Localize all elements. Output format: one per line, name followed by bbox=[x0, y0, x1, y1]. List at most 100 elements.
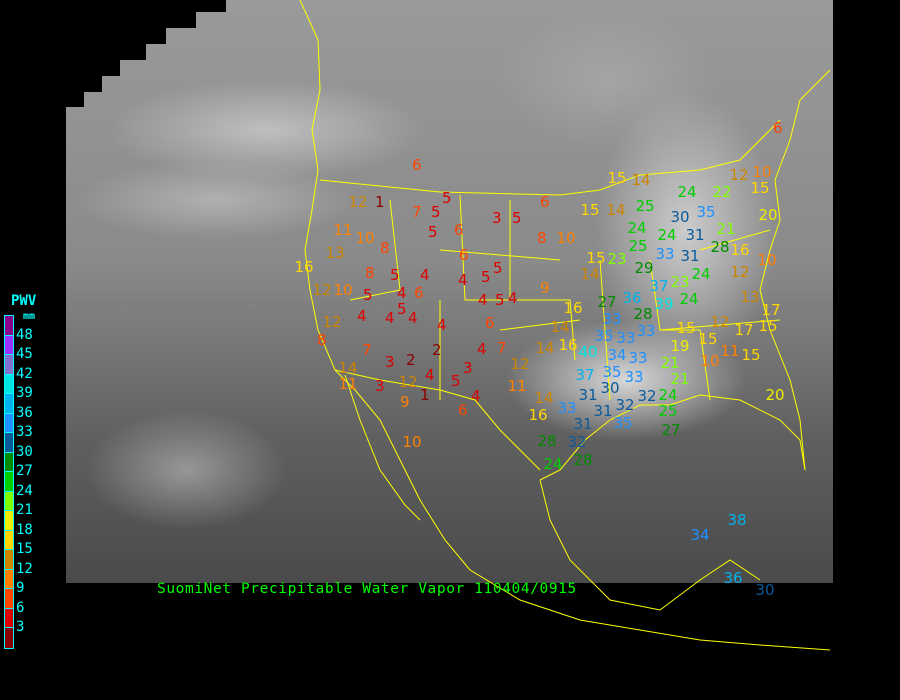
legend-swatch bbox=[5, 530, 13, 550]
station-pwv-value: 6 bbox=[459, 245, 469, 264]
station-pwv-value: 10 bbox=[700, 351, 720, 370]
legend-unit: mm bbox=[23, 311, 36, 322]
station-pwv-value: 12 bbox=[730, 262, 750, 281]
station-pwv-value: 15 bbox=[750, 178, 770, 197]
station-pwv-value: 15 bbox=[676, 318, 696, 337]
station-pwv-value: 12 bbox=[729, 165, 749, 184]
station-pwv-value: 30 bbox=[755, 580, 775, 599]
station-pwv-value: 24 bbox=[679, 289, 699, 308]
station-pwv-value: 36 bbox=[622, 288, 642, 307]
station-pwv-value: 5 bbox=[512, 208, 522, 227]
state-lines bbox=[349, 194, 781, 401]
legend-tick-label: 39 bbox=[16, 385, 33, 401]
station-pwv-value: 5 bbox=[431, 202, 441, 221]
station-pwv-value: 1 bbox=[420, 385, 430, 404]
map-title: SuomiNet Precipitable Water Vapor 110404… bbox=[157, 581, 577, 597]
station-pwv-value: 23 bbox=[607, 249, 627, 268]
station-pwv-value: 24 bbox=[543, 454, 563, 473]
satellite-image bbox=[66, 0, 833, 583]
station-pwv-value: 5 bbox=[451, 371, 461, 390]
station-pwv-value: 10 bbox=[757, 250, 777, 269]
station-pwv-value: 5 bbox=[493, 258, 503, 277]
legend-swatch bbox=[5, 452, 13, 472]
station-pwv-value: 5 bbox=[428, 222, 438, 241]
station-pwv-value: 5 bbox=[495, 290, 505, 309]
station-pwv-value: 8 bbox=[317, 330, 327, 349]
legend-swatch bbox=[5, 491, 13, 511]
station-pwv-value: 14 bbox=[580, 264, 600, 283]
legend-tick-label: 3 bbox=[16, 619, 25, 635]
station-pwv-value: 24 bbox=[691, 264, 711, 283]
station-pwv-value: 3 bbox=[375, 376, 385, 395]
station-pwv-value: 16 bbox=[528, 405, 548, 424]
station-pwv-value: 9 bbox=[400, 392, 410, 411]
station-pwv-value: 4 bbox=[478, 290, 488, 309]
station-pwv-value: 4 bbox=[477, 339, 487, 358]
station-pwv-value: 28 bbox=[537, 431, 557, 450]
legend-tick-label: 15 bbox=[16, 541, 33, 557]
station-pwv-value: 25 bbox=[628, 236, 648, 255]
station-pwv-value: 21 bbox=[716, 219, 736, 238]
station-pwv-value: 29 bbox=[634, 258, 654, 277]
station-pwv-value: 16 bbox=[730, 240, 750, 259]
station-pwv-value: 8 bbox=[537, 228, 547, 247]
legend-title: PWV bbox=[11, 293, 37, 309]
station-pwv-value: 5 bbox=[390, 265, 400, 284]
station-pwv-value: 17 bbox=[761, 300, 781, 319]
station-pwv-value: 5 bbox=[481, 267, 491, 286]
station-pwv-value: 24 bbox=[677, 182, 697, 201]
station-pwv-value: 32 bbox=[615, 395, 635, 414]
station-pwv-value: 4 bbox=[425, 365, 435, 384]
station-pwv-value: 10 bbox=[402, 432, 422, 451]
station-pwv-value: 31 bbox=[685, 225, 705, 244]
legend-swatch bbox=[5, 355, 13, 375]
station-pwv-value: 15 bbox=[741, 345, 761, 364]
station-pwv-value: 5 bbox=[397, 299, 407, 318]
station-pwv-value: 35 bbox=[594, 326, 614, 345]
legend-swatch bbox=[5, 550, 13, 570]
station-pwv-value: 6 bbox=[414, 283, 424, 302]
station-pwv-value: 14 bbox=[338, 358, 358, 377]
baja-coast bbox=[344, 374, 421, 521]
station-pwv-value: 10 bbox=[355, 228, 375, 247]
station-pwv-value: 25 bbox=[635, 196, 655, 215]
legend-tick-label: 48 bbox=[16, 326, 33, 343]
legend-color-bar bbox=[4, 315, 14, 649]
station-pwv-value: 35 bbox=[602, 362, 622, 381]
legend-swatch bbox=[5, 316, 13, 336]
station-pwv-value: 15 bbox=[607, 168, 627, 187]
us-mexico-border bbox=[334, 369, 541, 471]
station-pwv-value: 35 bbox=[613, 413, 633, 432]
station-pwv-value: 28 bbox=[710, 237, 730, 256]
station-pwv-value: 4 bbox=[508, 288, 518, 307]
station-pwv-value: 17 bbox=[734, 320, 754, 339]
station-pwv-value: 16 bbox=[558, 335, 578, 354]
station-pwv-value: 33 bbox=[655, 244, 675, 263]
station-pwv-value: 4 bbox=[437, 315, 447, 334]
station-pwv-value: 24 bbox=[627, 218, 647, 237]
gulf-coast bbox=[539, 394, 806, 481]
legend-tick-label: 42 bbox=[16, 365, 33, 382]
station-pwv-value: 13 bbox=[740, 287, 760, 306]
station-pwv-value: 14 bbox=[606, 200, 626, 219]
legend-swatch bbox=[5, 589, 13, 609]
station-pwv-value: 37 bbox=[575, 365, 595, 384]
legend-swatch bbox=[5, 413, 13, 433]
station-pwv-value: 10 bbox=[333, 280, 353, 299]
station-pwv-value: 24 bbox=[657, 225, 677, 244]
station-pwv-value: 30 bbox=[600, 378, 620, 397]
station-pwv-value: 27 bbox=[661, 420, 681, 439]
station-pwv-value: 6 bbox=[773, 118, 783, 137]
station-pwv-value: 11 bbox=[720, 341, 740, 360]
station-pwv-value: 12 bbox=[398, 372, 418, 391]
station-pwv-value: 4 bbox=[408, 308, 418, 327]
station-pwv-value: 11 bbox=[333, 220, 353, 239]
station-pwv-value: 38 bbox=[727, 510, 747, 529]
legend-tick-label: 24 bbox=[16, 482, 33, 499]
station-pwv-value: 21 bbox=[660, 353, 680, 372]
legend-tick-label: 27 bbox=[16, 463, 33, 479]
legend-tick-label: 9 bbox=[16, 580, 25, 596]
station-pwv-value: 39 bbox=[654, 294, 674, 313]
station-pwv-value: 8 bbox=[365, 263, 375, 282]
